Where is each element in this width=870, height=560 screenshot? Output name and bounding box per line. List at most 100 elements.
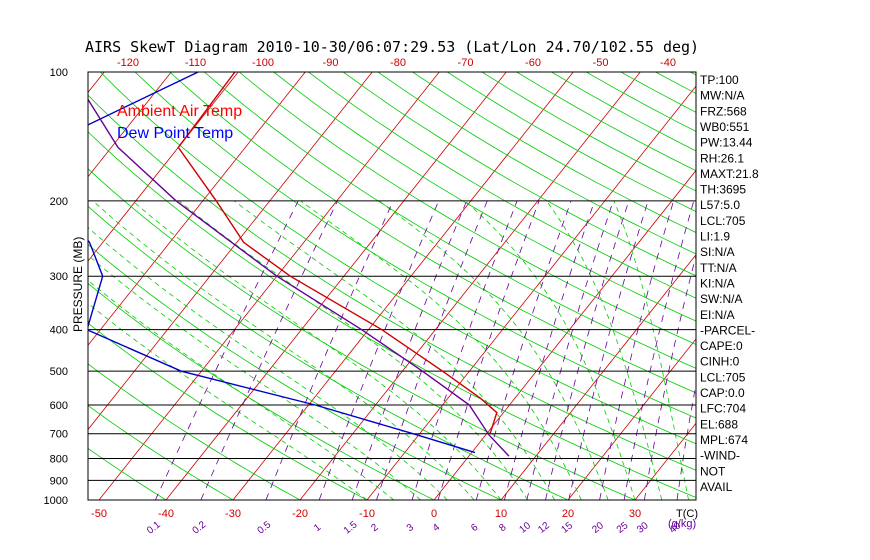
index-label: WB0:551 (700, 120, 750, 134)
dry-adiabat-line (100, 72, 696, 445)
index-label: TP:100 (700, 73, 739, 87)
bottom-temperature-tick: -10 (359, 508, 375, 520)
index-label: -WIND- (700, 449, 740, 463)
top-temperature-tick: -120 (117, 57, 139, 69)
bottom-temperature-tick: -30 (225, 508, 241, 520)
index-label: KI:N/A (700, 276, 735, 290)
index-label: FRZ:568 (700, 104, 747, 118)
mixing-ratio-tick: 8 (497, 522, 509, 534)
index-label: MPL:674 (700, 433, 748, 447)
isotherm-lines (0, 72, 870, 500)
dry-adiabat-line (308, 72, 696, 299)
mixing-ratio-tick: 4 (431, 522, 443, 534)
pressure-tick-label: 100 (50, 67, 68, 79)
pressure-tick-label: 200 (50, 196, 68, 208)
index-label: SW:N/A (700, 292, 742, 306)
dry-adiabat-line (169, 72, 696, 394)
isotherm-line (165, 72, 507, 500)
dry-adiabat-line (516, 72, 696, 172)
dry-adiabat-line (829, 72, 870, 500)
mixing-ratio-line (437, 200, 540, 500)
index-label: SI:N/A (700, 245, 735, 259)
index-label: -PARCEL- (700, 323, 755, 337)
index-label: LCL:705 (700, 214, 746, 228)
pressure-tick-label: 900 (50, 475, 68, 487)
index-label: EI:N/A (700, 308, 735, 322)
top-temperature-tick: -110 (185, 57, 206, 69)
index-label: TH:3695 (700, 183, 746, 197)
pressure-tick-label: 700 (50, 429, 68, 441)
bottom-temperature-tick: -40 (158, 508, 174, 520)
isotherm-line (769, 72, 870, 500)
dry-adiabat-line (342, 72, 696, 277)
index-label: LCL:705 (700, 370, 746, 384)
mixing-ratio-tick: 30 (635, 520, 651, 536)
legend-dew-point-temp: Dew Point Temp (117, 125, 233, 142)
dry-adiabat-line (88, 322, 368, 500)
moist-adiabat-lines (88, 200, 689, 500)
dry-adiabat-line (238, 72, 696, 345)
bottom-temperature-tick: 30 (629, 508, 641, 520)
mixing-ratio-tick: 15 (560, 520, 576, 536)
ambient-air-temp-line (177, 72, 498, 434)
bottom-temperature-tick: 10 (495, 508, 507, 520)
dew-point-temp-line (88, 72, 476, 454)
mixing-ratio-tick: 20 (590, 520, 606, 536)
mixing-ratio-line (200, 200, 338, 500)
mixing-ratio-line (526, 200, 614, 500)
isotherm-line (232, 72, 574, 500)
mixing-ratio-line (475, 200, 572, 500)
dry-adiabat-line (88, 243, 502, 500)
dry-adiabat-line (88, 131, 696, 498)
dry-adiabat-line (412, 72, 696, 233)
index-label: L57:5.0 (700, 198, 740, 212)
y-axis-label: PRESSURE (MB) (71, 237, 85, 332)
index-label: AVAIL (700, 480, 733, 494)
dry-adiabat-line (447, 72, 696, 212)
mixing-ratio-tick: 1 (312, 522, 324, 534)
mixing-ratio-tick: 25 (615, 520, 631, 536)
mixing-ratio-lines (155, 200, 696, 500)
bottom-temperature-tick: -50 (91, 508, 107, 520)
pressure-tick-label: 600 (50, 400, 68, 412)
index-label: LI:1.9 (700, 230, 730, 244)
bottom-temperature-tick: 20 (562, 508, 574, 520)
isotherm-line (366, 85, 696, 500)
index-label: RH:26.1 (700, 151, 744, 165)
pressure-tick-label: 1000 (44, 495, 68, 507)
mixing-ratio-tick: 12 (536, 520, 552, 536)
moist-adiabat-line (545, 200, 663, 500)
legend: Ambient Air Temp Dew Point Temp (117, 103, 242, 142)
top-temperature-tick: -80 (390, 57, 406, 69)
top-temperature-tick: -100 (252, 57, 274, 69)
moist-adiabat-line (300, 200, 582, 500)
index-label: NOT (700, 464, 726, 478)
mixing-ratio-tick: 0.2 (191, 519, 209, 536)
index-label: MW:N/A (700, 89, 744, 103)
legend-ambient-air-temp: Ambient Air Temp (117, 103, 242, 120)
mixing-ratio-line (376, 200, 488, 500)
index-label: LFC:704 (700, 402, 746, 416)
moist-adiabat-line (233, 200, 555, 500)
dry-adiabat-line (273, 72, 696, 322)
mixing-ratio-tick: 6 (469, 522, 481, 534)
dry-adiabat-line (204, 72, 696, 369)
dry-adiabat-line (655, 72, 696, 94)
bottom-temperature-tick: 0 (431, 508, 437, 520)
mixing-ratio-tick: 1.5 (342, 519, 360, 536)
pressure-tick-labels: 100 200 300 400 500 600 700 800 900 1000 (44, 67, 68, 507)
top-temperature-tick: -90 (323, 57, 339, 69)
dry-adiabat-line (864, 72, 870, 500)
pressure-tick-label: 300 (50, 271, 68, 283)
index-label: PW:13.44 (700, 136, 753, 150)
index-label: MAXT:21.8 (700, 167, 759, 181)
moist-adiabat-line (613, 200, 689, 500)
dry-adiabat-line (794, 72, 870, 500)
top-temperature-tick: -60 (525, 57, 541, 69)
moist-adiabat-line (178, 200, 529, 500)
dry-adiabat-line (760, 72, 870, 500)
isotherm-line (0, 72, 37, 500)
mixing-ratio-line (351, 200, 468, 500)
